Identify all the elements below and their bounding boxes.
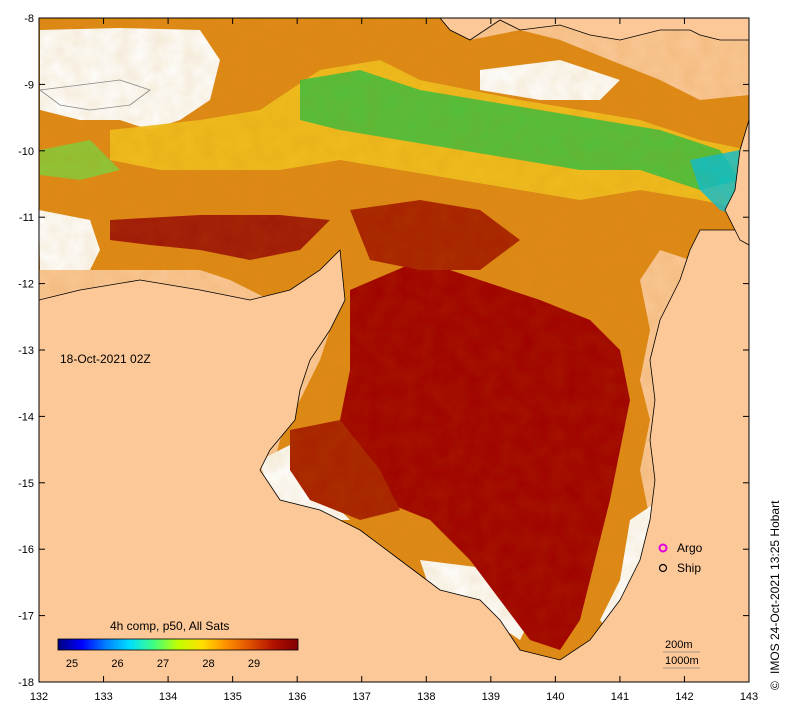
latitude-tick-label: -12 — [18, 279, 34, 291]
longitude-tick-label: 138 — [417, 691, 435, 703]
credit-text: IMOS 24-Oct-2021 13:25 Hobart — [768, 500, 782, 674]
contour-200m-label: 200m — [665, 639, 693, 651]
latitude-tick-label: -14 — [18, 411, 34, 423]
contour-200m — [39, 79, 151, 111]
latitude-tick-label: -11 — [19, 212, 34, 224]
colorbar-tick-label: 25 — [66, 658, 78, 670]
latitude-tick-label: -13 — [18, 345, 34, 357]
legend-title: 4h comp, p50, All Sats — [110, 619, 229, 633]
latitude-tick-label: -8 — [24, 13, 34, 25]
latitude-tick-label: -10 — [18, 146, 34, 158]
longitude-tick-label: 134 — [159, 691, 177, 703]
longitude-tick-label: 137 — [353, 691, 371, 703]
longitude-tick-label: 136 — [288, 691, 306, 703]
land-arnhem-land — [39, 229, 749, 682]
longitude-tick-label: 132 — [30, 691, 48, 703]
latitude-tick-label: -16 — [18, 544, 34, 556]
longitude-tick-label: 143 — [740, 691, 758, 703]
ship-marker-icon — [658, 563, 668, 573]
ship-label: Ship — [677, 561, 701, 575]
argo-label: Argo — [677, 541, 703, 555]
argo-marker-icon — [658, 543, 668, 553]
colorbar-ticks: 25 26 27 28 29 — [66, 658, 260, 670]
latitude-axis: -8 -9 -10 -11 -12 -13 -14 -15 -16 -17 -18 — [18, 13, 749, 689]
longitude-axis: 132 133 134 135 136 137 138 139 140 141 142 143 — [30, 18, 758, 703]
latitude-tick-label: -17 — [18, 611, 34, 623]
colorbar-tick-label: 28 — [202, 658, 214, 670]
longitude-tick-label: 140 — [546, 691, 564, 703]
colorbar-tick-label: 29 — [248, 658, 260, 670]
colorbar — [57, 638, 299, 651]
land-papua-new-guinea — [439, 18, 749, 41]
longitude-tick-label: 135 — [223, 691, 241, 703]
latitude-tick-label: -15 — [18, 478, 34, 490]
time-label: 18-Oct-2021 02Z — [60, 352, 151, 366]
colorbar-tick-label: 26 — [111, 658, 123, 670]
longitude-tick-label: 142 — [675, 691, 693, 703]
contour-1000m-label: 1000m — [665, 655, 699, 667]
copyright-icon: © — [768, 681, 782, 690]
latitude-tick-label: -9 — [24, 79, 34, 91]
latitude-tick-label: -18 — [18, 677, 34, 689]
longitude-tick-label: 139 — [482, 691, 500, 703]
longitude-tick-label: 133 — [94, 691, 112, 703]
colorbar-tick-label: 27 — [157, 658, 169, 670]
longitude-tick-label: 141 — [611, 691, 629, 703]
